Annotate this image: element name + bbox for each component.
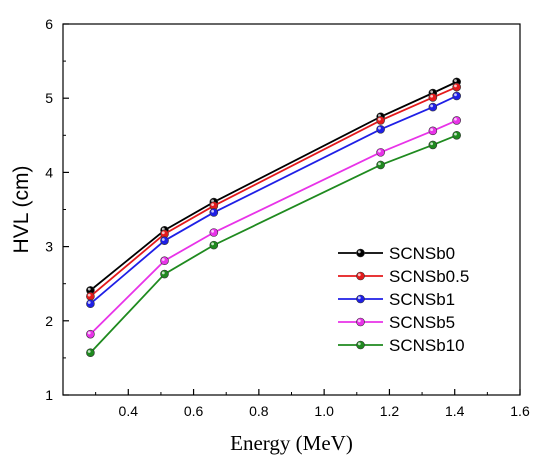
data-point xyxy=(376,160,385,170)
axes: 0.4 0.6 0.8 1.0 1.2 1.4 1.6 1 2 3 4 5 6 xyxy=(45,16,530,419)
legend-label: SCNSb0.5 xyxy=(389,267,469,286)
data-point-highlight xyxy=(211,203,215,206)
data-point-highlight xyxy=(378,117,381,121)
y-tick-label: 3 xyxy=(45,239,53,255)
x-tick-label: 1.2 xyxy=(380,403,400,419)
data-point xyxy=(452,82,461,92)
series-line xyxy=(89,86,458,298)
data-point-highlight xyxy=(430,94,434,98)
data-point-highlight xyxy=(454,117,457,121)
data-point xyxy=(86,299,95,309)
data-point-highlight xyxy=(161,258,165,261)
series-line xyxy=(89,95,458,305)
data-point xyxy=(160,256,169,265)
data-point-highlight xyxy=(378,149,381,153)
data-point-highlight xyxy=(454,84,457,88)
data-point xyxy=(160,269,169,279)
legend-item: SCNSb5 xyxy=(338,313,455,332)
x-tick-label: 1.0 xyxy=(314,403,334,419)
data-point xyxy=(452,131,461,140)
data-point-highlight xyxy=(378,126,381,130)
data-point xyxy=(428,140,438,150)
data-point xyxy=(452,116,461,125)
y-tick-label: 1 xyxy=(45,387,53,403)
legend-label: SCNSb1 xyxy=(389,290,455,309)
data-point-highlight xyxy=(378,162,381,166)
data-point xyxy=(209,240,219,250)
data-point xyxy=(86,348,95,358)
x-tick-label: 1.4 xyxy=(445,403,465,419)
legend-swatch-highlight xyxy=(357,319,361,323)
y-tick-label: 2 xyxy=(45,313,53,329)
legend-swatch-marker xyxy=(356,271,365,281)
y-axis-title: HVL (cm) xyxy=(10,166,33,254)
series-scnsb10 xyxy=(86,131,461,358)
data-point-highlight xyxy=(87,331,91,335)
series-scnsb5 xyxy=(86,116,461,339)
series-line xyxy=(89,119,458,335)
data-point-highlight xyxy=(161,271,165,275)
legend-item: SCNSb0.5 xyxy=(338,267,469,286)
y-tick-label: 6 xyxy=(45,16,53,32)
legend-label: SCNSb10 xyxy=(389,336,465,355)
data-point xyxy=(376,125,385,134)
series-line xyxy=(89,81,458,292)
legend: SCNSb0 SCNSb0.5 SCNSb1 SCNSb5 SCNSb10 xyxy=(338,244,469,355)
data-point xyxy=(209,228,219,237)
legend-swatch-marker xyxy=(356,317,365,327)
data-point-highlight xyxy=(161,231,165,235)
data-point-highlight xyxy=(87,293,91,297)
legend-swatch-highlight xyxy=(357,296,361,300)
x-tick-label: 1.6 xyxy=(510,403,530,419)
data-point xyxy=(86,329,95,339)
data-point-highlight xyxy=(454,93,457,97)
data-point-highlight xyxy=(87,287,91,291)
data-point-highlight xyxy=(87,301,91,304)
series-group xyxy=(86,77,461,358)
legend-swatch-marker xyxy=(356,340,365,350)
y-tick-label: 5 xyxy=(45,90,53,106)
data-point-highlight xyxy=(430,128,434,132)
data-point-highlight xyxy=(430,104,434,108)
data-point-highlight xyxy=(87,350,91,353)
legend-item: SCNSb1 xyxy=(338,290,455,309)
data-point xyxy=(376,116,385,125)
legend-swatch-marker xyxy=(356,294,365,304)
data-point-highlight xyxy=(161,238,165,241)
data-point-highlight xyxy=(454,79,457,83)
data-point-highlight xyxy=(211,229,215,233)
legend-swatch-highlight xyxy=(357,273,361,277)
x-tick-label: 0.6 xyxy=(184,403,204,419)
legend-item: SCNSb0 xyxy=(338,244,455,263)
legend-swatch-marker xyxy=(356,248,365,258)
data-point-highlight xyxy=(211,209,215,213)
x-tick-label: 0.4 xyxy=(119,403,139,419)
series-scnsb1 xyxy=(86,91,461,309)
legend-item: SCNSb10 xyxy=(338,336,465,355)
data-point xyxy=(428,126,438,136)
data-point xyxy=(160,236,169,245)
legend-swatch-highlight xyxy=(357,250,361,254)
data-point xyxy=(428,102,438,112)
data-point-highlight xyxy=(430,90,434,94)
data-point xyxy=(452,91,461,101)
data-point xyxy=(376,148,385,157)
legend-label: SCNSb0 xyxy=(389,244,455,263)
data-point xyxy=(428,93,438,102)
series-scnsb0-5 xyxy=(86,82,461,301)
data-point-highlight xyxy=(430,142,434,146)
data-point-highlight xyxy=(211,242,215,246)
legend-label: SCNSb5 xyxy=(389,313,455,332)
data-point-highlight xyxy=(454,132,457,136)
data-point xyxy=(209,208,219,217)
x-tick-label: 0.8 xyxy=(249,403,269,419)
data-point xyxy=(86,292,95,301)
x-axis-title: Energy (MeV) xyxy=(230,431,353,455)
legend-swatch-highlight xyxy=(357,342,361,346)
y-tick-label: 4 xyxy=(45,164,53,180)
